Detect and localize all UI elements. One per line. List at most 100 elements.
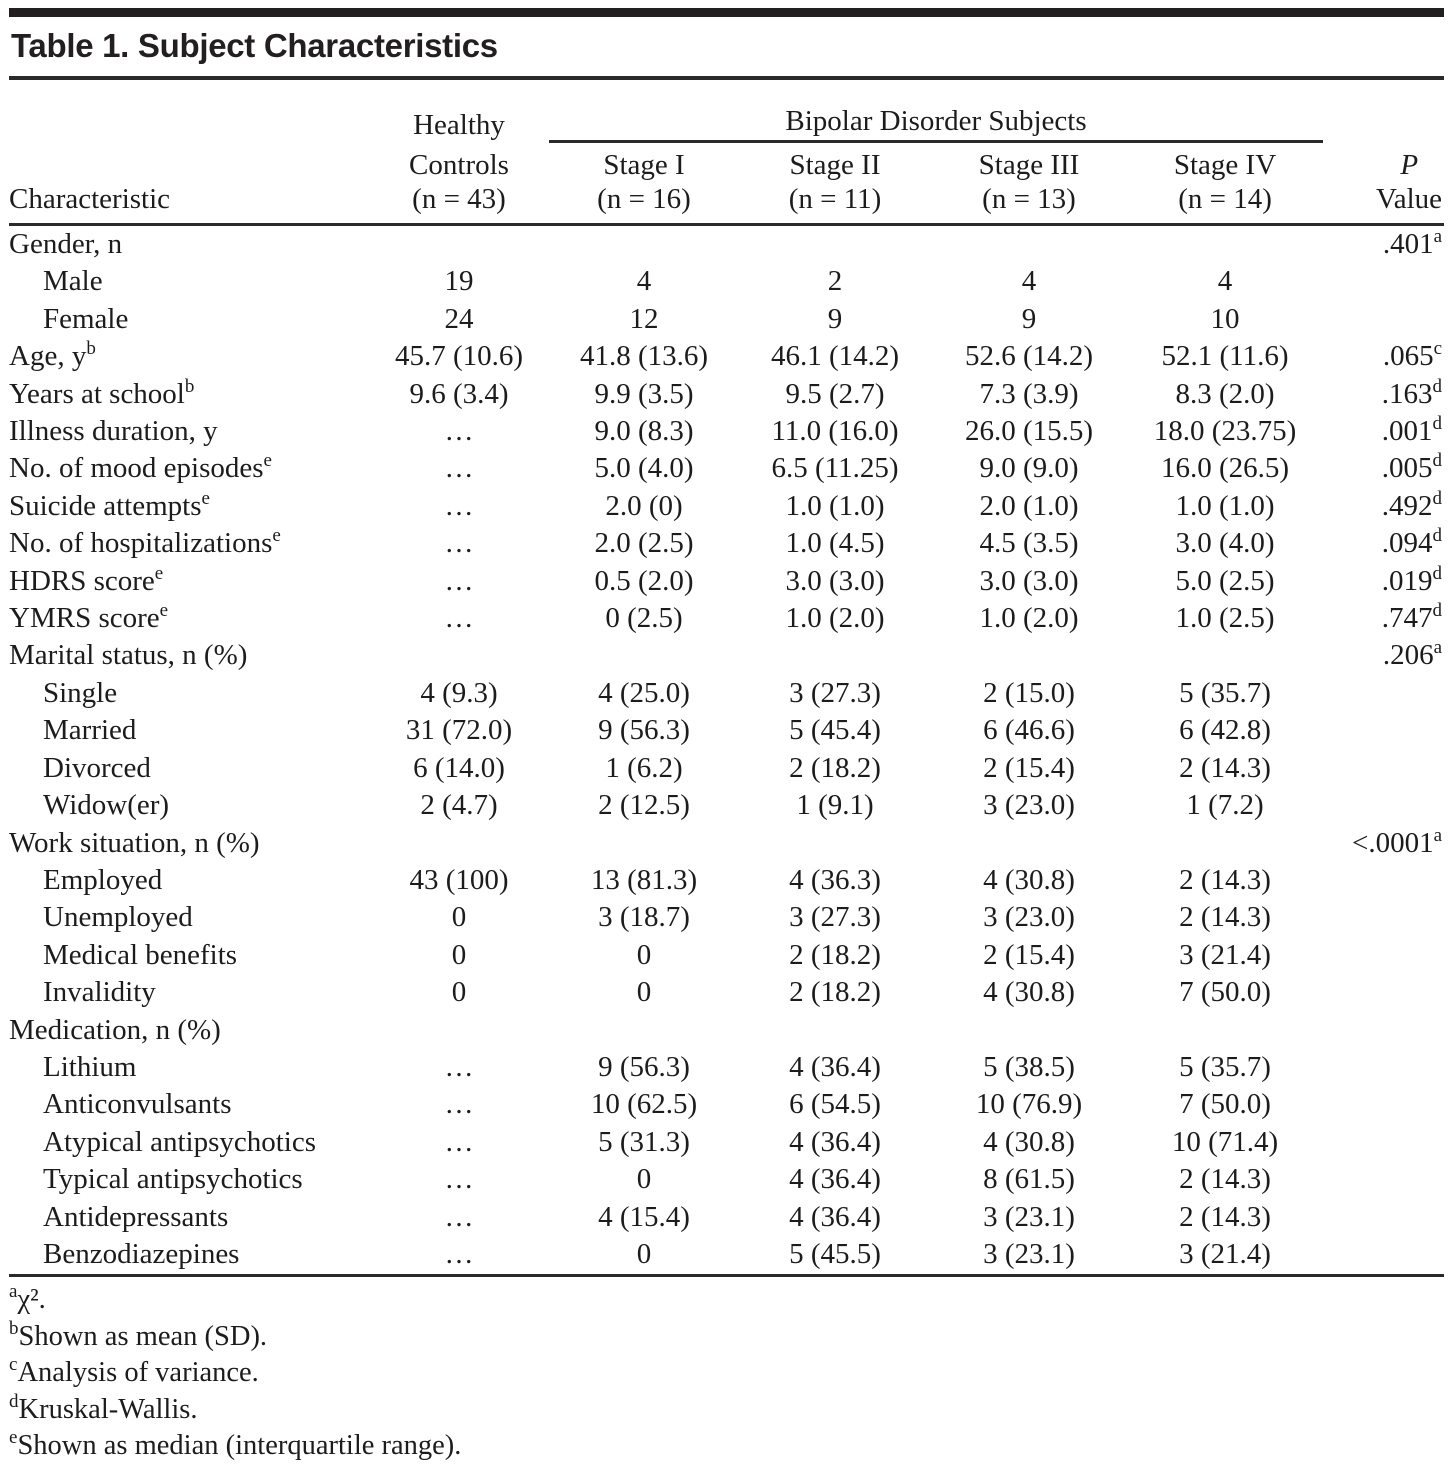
row-label: Gender, n bbox=[9, 228, 123, 260]
p-value bbox=[1323, 1012, 1444, 1049]
table-row: Benzodiazepines … 0 5 (45.5) 3 (23.1) 3 (21.4… bbox=[9, 1236, 1444, 1273]
p-value: .001d bbox=[1381, 413, 1443, 448]
table-row: Gender, n .401a bbox=[9, 225, 1444, 264]
p-value: .206a bbox=[1382, 637, 1443, 672]
header-stage4: Stage IV bbox=[1173, 149, 1277, 181]
cell-value: 0 bbox=[451, 976, 467, 1009]
header-p: P bbox=[1400, 149, 1419, 181]
p-value bbox=[1323, 862, 1444, 899]
cell-value bbox=[1127, 225, 1323, 264]
cell-value: 7 (50.0) bbox=[1179, 1088, 1271, 1121]
cell-value: 9 bbox=[827, 302, 843, 335]
cell-value: 3.0 (4.0) bbox=[1175, 527, 1275, 560]
footnote: bShown as mean (SD). bbox=[9, 1317, 268, 1352]
cell-value: 0 bbox=[451, 901, 467, 934]
cell-value: 9 bbox=[1021, 302, 1037, 335]
cell-value bbox=[1127, 637, 1323, 674]
footnote: dKruskal-Wallis. bbox=[9, 1390, 198, 1425]
cell-value: 8.3 (2.0) bbox=[1175, 377, 1275, 410]
table-row: No. of hospitalizationse … 2.0 (2.5) 1.0 (4… bbox=[9, 525, 1444, 562]
cell-value: 3 (21.4) bbox=[1179, 938, 1271, 971]
cell-value: 6 (46.6) bbox=[983, 714, 1075, 747]
cell-value: 0 bbox=[636, 1163, 652, 1196]
cell-value: 5 (38.5) bbox=[983, 1050, 1075, 1083]
cell-value: 12 bbox=[629, 302, 659, 335]
cell-value: 2 (18.2) bbox=[789, 751, 881, 784]
p-value bbox=[1323, 712, 1444, 749]
row-label: Illness duration, y bbox=[9, 415, 218, 448]
header-row-spanner: Healthy Bipolar Disorder Subjects bbox=[9, 80, 1444, 143]
row-label: Antidepressants bbox=[43, 1200, 229, 1233]
row-label: HDRS scoree bbox=[9, 562, 164, 597]
header-empty-cell bbox=[9, 142, 369, 183]
p-value: .492d bbox=[1381, 487, 1443, 522]
row-label: Married bbox=[43, 714, 137, 747]
cell-value: 46.1 (14.2) bbox=[770, 340, 900, 373]
cell-value: 1.0 (2.0) bbox=[785, 602, 885, 635]
cell-value: 4.5 (3.5) bbox=[979, 527, 1079, 560]
cell-value: … bbox=[444, 415, 474, 448]
header-bipolar-spanner: Bipolar Disorder Subjects bbox=[549, 80, 1324, 143]
header-stage3: Stage III bbox=[978, 149, 1080, 181]
p-value: .747d bbox=[1381, 600, 1443, 635]
p-value bbox=[1323, 1236, 1444, 1273]
cell-value: 52.6 (14.2) bbox=[964, 340, 1094, 373]
p-value: <.0001a bbox=[1352, 824, 1443, 859]
row-label: Male bbox=[43, 265, 103, 298]
footnote: aχ². bbox=[9, 1281, 46, 1316]
p-value: .005d bbox=[1381, 450, 1443, 485]
table-row: Anticonvulsants … 10 (62.5) 6 (54.5) 10 (76.… bbox=[9, 1086, 1444, 1123]
table-row: Medication, n (%) bbox=[9, 1012, 1444, 1049]
p-value: .019d bbox=[1381, 562, 1443, 597]
row-label: Age, yb bbox=[9, 338, 96, 373]
row-label: Typical antipsychotics bbox=[43, 1163, 303, 1196]
cell-value: … bbox=[444, 1125, 474, 1158]
cell-value: 0 bbox=[451, 938, 467, 971]
cell-value: 5.0 (2.5) bbox=[1175, 564, 1275, 597]
footnote: cAnalysis of variance. bbox=[9, 1354, 259, 1389]
table-row: Female 24 12 9 9 10 bbox=[9, 301, 1444, 338]
table-row: Typical antipsychotics … 0 4 (36.4) 8 (61.5)… bbox=[9, 1161, 1444, 1198]
cell-value: 4 bbox=[636, 265, 652, 298]
p-value bbox=[1323, 675, 1444, 712]
cell-value: 2.0 (0) bbox=[605, 489, 683, 522]
header-empty-cell bbox=[1323, 80, 1444, 142]
title-rule bbox=[9, 76, 1444, 80]
cell-value: 4 (36.4) bbox=[789, 1163, 881, 1196]
row-label: No. of mood episodese bbox=[9, 450, 272, 485]
table-row: Atypical antipsychotics … 5 (31.3) 4 (36.4)… bbox=[9, 1124, 1444, 1161]
cell-value: … bbox=[444, 1163, 474, 1196]
table-row: Male 19 4 2 4 4 bbox=[9, 263, 1444, 300]
cell-value: 3 (23.1) bbox=[983, 1237, 1075, 1270]
header-stage4-n: (n = 14) bbox=[1127, 182, 1324, 226]
cell-value bbox=[369, 1012, 549, 1049]
p-value: .065c bbox=[1382, 338, 1443, 373]
cell-value: 19 bbox=[444, 265, 474, 298]
cell-value bbox=[549, 225, 739, 264]
row-label: Medical benefits bbox=[43, 938, 238, 971]
table-row: Widow(er) 2 (4.7) 2 (12.5) 1 (9.1) 3 (23.0) 1… bbox=[9, 787, 1444, 824]
cell-value: 2 (14.3) bbox=[1179, 1200, 1271, 1233]
table-row: Employed 43 (100) 13 (81.3) 4 (36.3) 4 (30.8… bbox=[9, 862, 1444, 899]
subject-characteristics-table: Healthy Bipolar Disorder Subjects Contro… bbox=[9, 80, 1445, 1273]
cell-value: 1.0 (1.0) bbox=[785, 489, 885, 522]
cell-value: 9.9 (3.5) bbox=[594, 377, 694, 410]
header-value: Value bbox=[1323, 182, 1445, 226]
cell-value: 4 (30.8) bbox=[983, 863, 1075, 896]
cell-value: 9 (56.3) bbox=[598, 714, 690, 747]
cell-value bbox=[549, 1012, 739, 1049]
header-stage1: Stage I bbox=[603, 149, 685, 181]
table-row: Suicide attemptse … 2.0 (0) 1.0 (1.0) 2.0 (1… bbox=[9, 488, 1444, 525]
table-row: Medical benefits 0 0 2 (18.2) 2 (15.4) 3 (21.… bbox=[9, 937, 1444, 974]
cell-value: 10 (62.5) bbox=[590, 1088, 698, 1121]
cell-value bbox=[739, 825, 931, 862]
cell-value: 3 (23.0) bbox=[983, 789, 1075, 822]
header-healthy-line2: Controls bbox=[409, 149, 509, 181]
cell-value: 4 (36.4) bbox=[789, 1125, 881, 1158]
cell-value: 45.7 (10.6) bbox=[394, 340, 524, 373]
cell-value: 0 bbox=[636, 1237, 652, 1270]
table-row: YMRS scoree … 0 (2.5) 1.0 (2.0) 1.0 (2.0) 1.0… bbox=[9, 600, 1444, 637]
cell-value: 5 (45.5) bbox=[789, 1237, 881, 1270]
cell-value: 31 (72.0) bbox=[405, 714, 513, 747]
row-label: No. of hospitalizationse bbox=[9, 525, 281, 560]
